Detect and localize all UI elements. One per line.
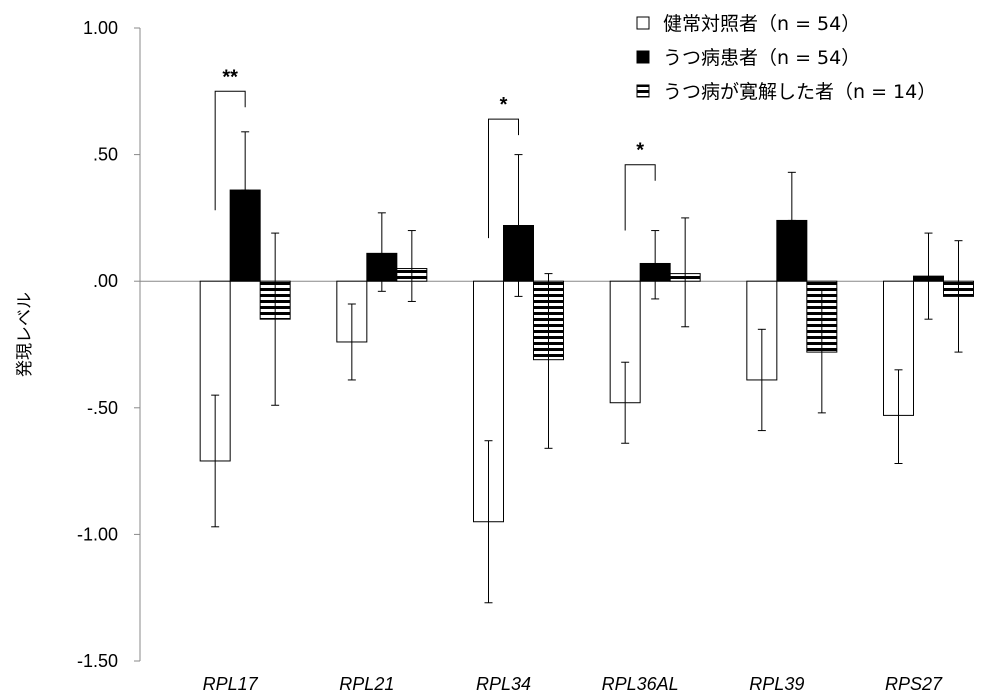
bars [199,189,974,523]
legend-label: うつ病患者（n = 54） [663,47,860,69]
y-tick-label: -.50 [87,398,118,418]
significance-label: * [636,140,644,162]
significance-bracket [488,118,519,239]
significance-bracket [214,90,246,211]
y-axis-title: 発現レベル [15,292,35,377]
significance-label: * [500,94,508,116]
legend-label: うつ病が寛解した者（n = 14） [663,81,936,103]
legend: 健常対照者（n = 54） うつ病患者（n = 54） うつ病が寛解した者（n = … [636,13,936,103]
significance-markers: **** [214,66,656,239]
axis-labels: 発現レベル RPL17 RPL21 RPL34 RPL36AL RPL39 RPS27 [15,292,943,694]
category-label: RPL34 [476,674,531,694]
bar [229,189,261,282]
category-label: RPL36AL [602,674,679,694]
category-label: RPL39 [749,674,804,694]
category-label: RPL21 [339,674,394,694]
category-label: RPL17 [203,674,259,694]
y-tick-label: -1.00 [77,524,118,544]
legend-swatch [636,16,650,30]
legend-swatch [636,50,650,64]
significance-label: ** [222,66,238,88]
legend-swatch [636,84,650,98]
legend-label: 健常対照者（n = 54） [663,13,860,35]
y-tick-label: .00 [93,271,118,291]
error-bars [211,131,963,604]
bar [776,219,808,282]
y-tick-label: 1.00 [83,18,118,38]
y-tick-label: .50 [93,145,118,165]
significance-bracket [624,164,656,231]
category-label: RPS27 [885,674,943,694]
y-tick-label: -1.50 [77,651,118,671]
